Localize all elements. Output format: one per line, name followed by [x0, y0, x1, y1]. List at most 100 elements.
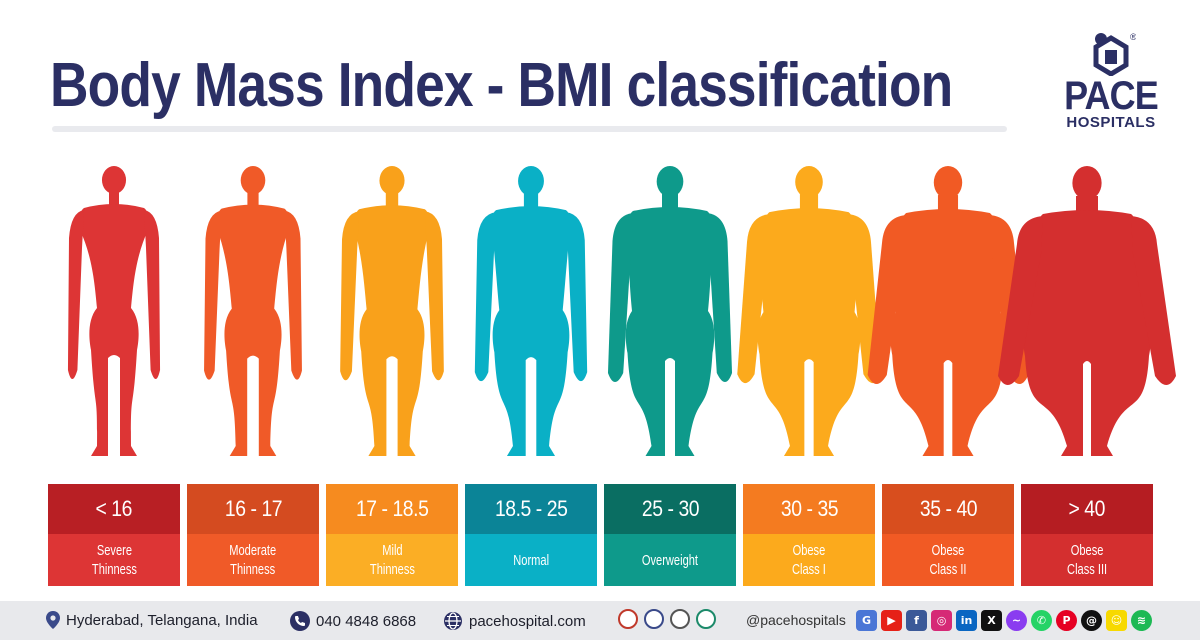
category-label-line2: Thinness [91, 561, 137, 578]
figure-head [240, 166, 266, 195]
category-label-line2: Class I [792, 561, 826, 578]
figure-left-arm [867, 215, 907, 385]
figure-left-arm [607, 213, 633, 382]
bmi-category-card: 35 - 40 Obese Class II [882, 484, 1014, 586]
accreditation-seal-icon [618, 609, 638, 629]
category-label-line2: Thinness [369, 561, 415, 578]
footer-location[interactable]: Hyderabad, Telangana, India [46, 611, 258, 629]
body-silhouette [204, 166, 302, 456]
website-text: pacehospital.com [469, 612, 586, 630]
figure-body [625, 207, 715, 456]
figure-right-arm [424, 211, 444, 381]
whatsapp-icon[interactable]: ✆ [1031, 610, 1052, 631]
instagram-icon[interactable]: ◎ [931, 610, 952, 631]
figure-head [1072, 166, 1102, 200]
bmi-range: 17 - 18.5 [326, 484, 458, 534]
accreditation-seal-icon [644, 609, 664, 629]
threads-icon[interactable]: @ [1081, 610, 1102, 631]
bmi-category-label: Mild Thinness [326, 534, 458, 586]
bmi-range-text: < 16 [95, 496, 133, 521]
bmi-range: 16 - 17 [187, 484, 319, 534]
footer-phone[interactable]: 040 4848 6868 [290, 611, 416, 631]
category-label-line1: Obese [792, 542, 826, 559]
accreditation-seal-icon [670, 609, 690, 629]
bmi-category-card: > 40 Obese Class III [1021, 484, 1153, 586]
bmi-category-label: Obese Class II [882, 534, 1014, 586]
location-text: Hyderabad, Telangana, India [66, 611, 258, 629]
social-icons: G ▶ f ◎ in X ~ ✆ P @ ☺ ≋ [856, 610, 1152, 631]
social-handle[interactable]: @pacehospitals [746, 612, 846, 628]
spotify-icon[interactable]: ≋ [1131, 610, 1152, 631]
bmi-range-text: > 40 [1068, 496, 1106, 521]
messenger-icon[interactable]: ~ [1006, 610, 1027, 631]
accreditation-seals [618, 609, 716, 629]
bmi-category-card: 18.5 - 25 Normal [465, 484, 597, 586]
bmi-range-text: 30 - 35 [780, 496, 838, 521]
accreditation-seal-icon [696, 609, 716, 629]
figure-right-arm [284, 210, 302, 380]
bmi-range: < 16 [48, 484, 180, 534]
figure-left-arm [737, 214, 770, 384]
bmi-category-label: Severe Thinness [48, 534, 180, 586]
bmi-range-text: 18.5 - 25 [494, 496, 568, 521]
figure-left-arm [474, 212, 497, 382]
category-label-line1: Overweight [641, 551, 699, 569]
figure-body [491, 206, 571, 456]
category-label-line1: Moderate [229, 542, 277, 559]
figure-right-arm [1131, 216, 1176, 385]
location-pin-icon [46, 611, 60, 629]
bmi-range-text: 17 - 18.5 [355, 496, 429, 521]
bmi-range-text: 25 - 30 [641, 496, 699, 521]
figure-head [518, 166, 544, 197]
figure-left-arm [204, 210, 222, 380]
snapchat-icon[interactable]: ☺ [1106, 610, 1127, 631]
category-label-line1: Normal [513, 551, 549, 569]
figure-body [890, 209, 1006, 456]
figure-left-arm [998, 216, 1043, 385]
body-silhouette [737, 166, 881, 456]
figure-head [656, 166, 684, 197]
bmi-range: 18.5 - 25 [465, 484, 597, 534]
x-icon[interactable]: X [981, 610, 1002, 631]
body-silhouette [340, 166, 444, 456]
youtube-icon[interactable]: ▶ [881, 610, 902, 631]
category-label-line1: Severe [96, 542, 132, 559]
page-title: Body Mass Index - BMI classification [50, 51, 953, 120]
footer-bar: Hyderabad, Telangana, India 040 4848 686… [0, 601, 1200, 640]
bmi-category-label: Overweight [604, 534, 736, 586]
category-label-line2: Thinness [230, 561, 276, 578]
figure-body [217, 204, 289, 456]
bmi-range-text: 16 - 17 [224, 496, 282, 521]
figure-right-arm [144, 210, 161, 379]
bmi-category-label: Obese Class III [1021, 534, 1153, 586]
bmi-category-label: Normal [465, 534, 597, 586]
footer-website[interactable]: pacehospital.com [443, 611, 586, 631]
figure-right-arm [565, 212, 588, 382]
figure-left-arm [340, 211, 360, 381]
bmi-range: 30 - 35 [743, 484, 875, 534]
pace-hospitals-logo[interactable]: ® PACE HOSPITALS [1052, 30, 1170, 131]
bmi-category-card: 16 - 17 Moderate Thinness [187, 484, 319, 586]
registered-mark: ® [1130, 32, 1136, 42]
bmi-category-label: Moderate Thinness [187, 534, 319, 586]
figure-body [757, 208, 861, 456]
phone-text: 040 4848 6868 [316, 612, 417, 630]
figure-neck [109, 190, 119, 212]
facebook-icon[interactable]: f [906, 610, 927, 631]
figure-body [79, 204, 149, 456]
logo-subtitle: HOSPITALS [1066, 114, 1156, 131]
figure-left-arm [67, 210, 84, 379]
pinterest-icon[interactable]: P [1056, 610, 1077, 631]
phone-icon [290, 611, 310, 631]
figure-body [1023, 210, 1151, 456]
linkedin-icon[interactable]: in [956, 610, 977, 631]
body-figures [67, 166, 1176, 456]
figure-head [379, 166, 405, 196]
category-label-line2: Class II [929, 561, 967, 578]
figure-head [795, 166, 823, 199]
google-business-icon[interactable]: G [856, 610, 877, 631]
figure-head [933, 166, 963, 200]
title-underline [52, 126, 1007, 132]
bmi-category-card: 17 - 18.5 Mild Thinness [326, 484, 458, 586]
bmi-category-cards: < 16 Severe Thinness 16 - 17 Moderate Thinnes… [48, 484, 1154, 586]
